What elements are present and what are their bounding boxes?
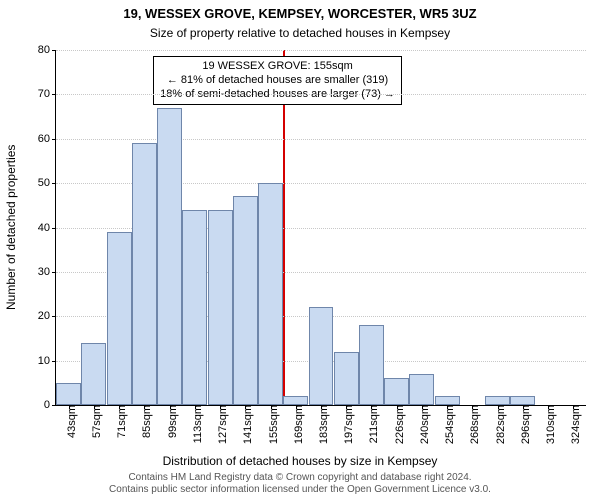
x-tick-label: 282sqm — [489, 405, 507, 444]
y-tick-label: 60 — [38, 133, 56, 145]
x-tick-label: 85sqm — [135, 405, 153, 438]
histogram-bar — [485, 396, 510, 405]
x-axis-label: Distribution of detached houses by size … — [0, 454, 600, 468]
x-tick-label: 324sqm — [564, 405, 582, 444]
x-tick-label: 113sqm — [186, 405, 204, 443]
histogram-bar — [309, 307, 334, 405]
histogram-bar — [132, 143, 157, 405]
histogram-bar — [510, 396, 535, 405]
x-tick-label: 155sqm — [262, 405, 280, 444]
y-axis-label: Number of detached properties — [4, 145, 18, 310]
histogram-bar — [283, 396, 308, 405]
gridline — [56, 94, 586, 95]
x-tick-label: 296sqm — [514, 405, 532, 444]
x-tick-label: 141sqm — [236, 405, 254, 444]
y-tick-label: 40 — [38, 222, 56, 234]
x-tick-label: 127sqm — [211, 405, 229, 444]
annotation-line: 19 WESSEX GROVE: 155sqm — [160, 60, 395, 74]
y-tick-label: 30 — [38, 266, 56, 278]
gridline — [56, 50, 586, 51]
y-tick-label: 80 — [38, 44, 56, 56]
x-tick-label: 71sqm — [110, 405, 128, 438]
chart-container: { "chart": { "type": "histogram", "title… — [0, 0, 600, 500]
x-tick-label: 197sqm — [337, 405, 355, 444]
histogram-bar — [384, 378, 409, 405]
x-tick-label: 211sqm — [362, 405, 380, 443]
y-tick-label: 20 — [38, 310, 56, 322]
gridline — [56, 139, 586, 140]
attribution-line1: Contains HM Land Registry data © Crown c… — [128, 472, 471, 483]
x-tick-label: 310sqm — [539, 405, 557, 444]
x-tick-label: 240sqm — [413, 405, 431, 444]
attribution-line2: Contains public sector information licen… — [109, 484, 491, 495]
y-tick-label: 50 — [38, 177, 56, 189]
annotation-box: 19 WESSEX GROVE: 155sqm← 81% of detached… — [153, 56, 402, 105]
histogram-bar — [157, 108, 182, 405]
x-tick-label: 268sqm — [463, 405, 481, 444]
histogram-bar — [81, 343, 106, 405]
chart-title-line2: Size of property relative to detached ho… — [0, 26, 600, 40]
y-tick-label: 0 — [44, 399, 56, 411]
histogram-bar — [435, 396, 460, 405]
x-tick-label: 254sqm — [438, 405, 456, 444]
x-tick-label: 57sqm — [85, 405, 103, 438]
y-tick-label: 10 — [38, 355, 56, 367]
histogram-bar — [208, 210, 233, 405]
histogram-bar — [334, 352, 359, 405]
x-tick-label: 169sqm — [287, 405, 305, 444]
histogram-bar — [409, 374, 434, 405]
plot-area: 19 WESSEX GROVE: 155sqm← 81% of detached… — [55, 50, 586, 406]
x-tick-label: 43sqm — [60, 405, 78, 438]
histogram-bar — [233, 196, 258, 405]
histogram-bar — [359, 325, 384, 405]
histogram-bar — [182, 210, 207, 405]
x-tick-label: 99sqm — [161, 405, 179, 438]
y-tick-label: 70 — [38, 88, 56, 100]
histogram-bar — [258, 183, 283, 405]
annotation-line: ← 81% of detached houses are smaller (31… — [160, 74, 395, 88]
attribution-text: Contains HM Land Registry data © Crown c… — [0, 472, 600, 496]
x-tick-label: 183sqm — [312, 405, 330, 444]
histogram-bar — [107, 232, 132, 405]
x-tick-label: 226sqm — [388, 405, 406, 444]
histogram-bar — [56, 383, 81, 405]
chart-title-line1: 19, WESSEX GROVE, KEMPSEY, WORCESTER, WR… — [0, 6, 600, 21]
